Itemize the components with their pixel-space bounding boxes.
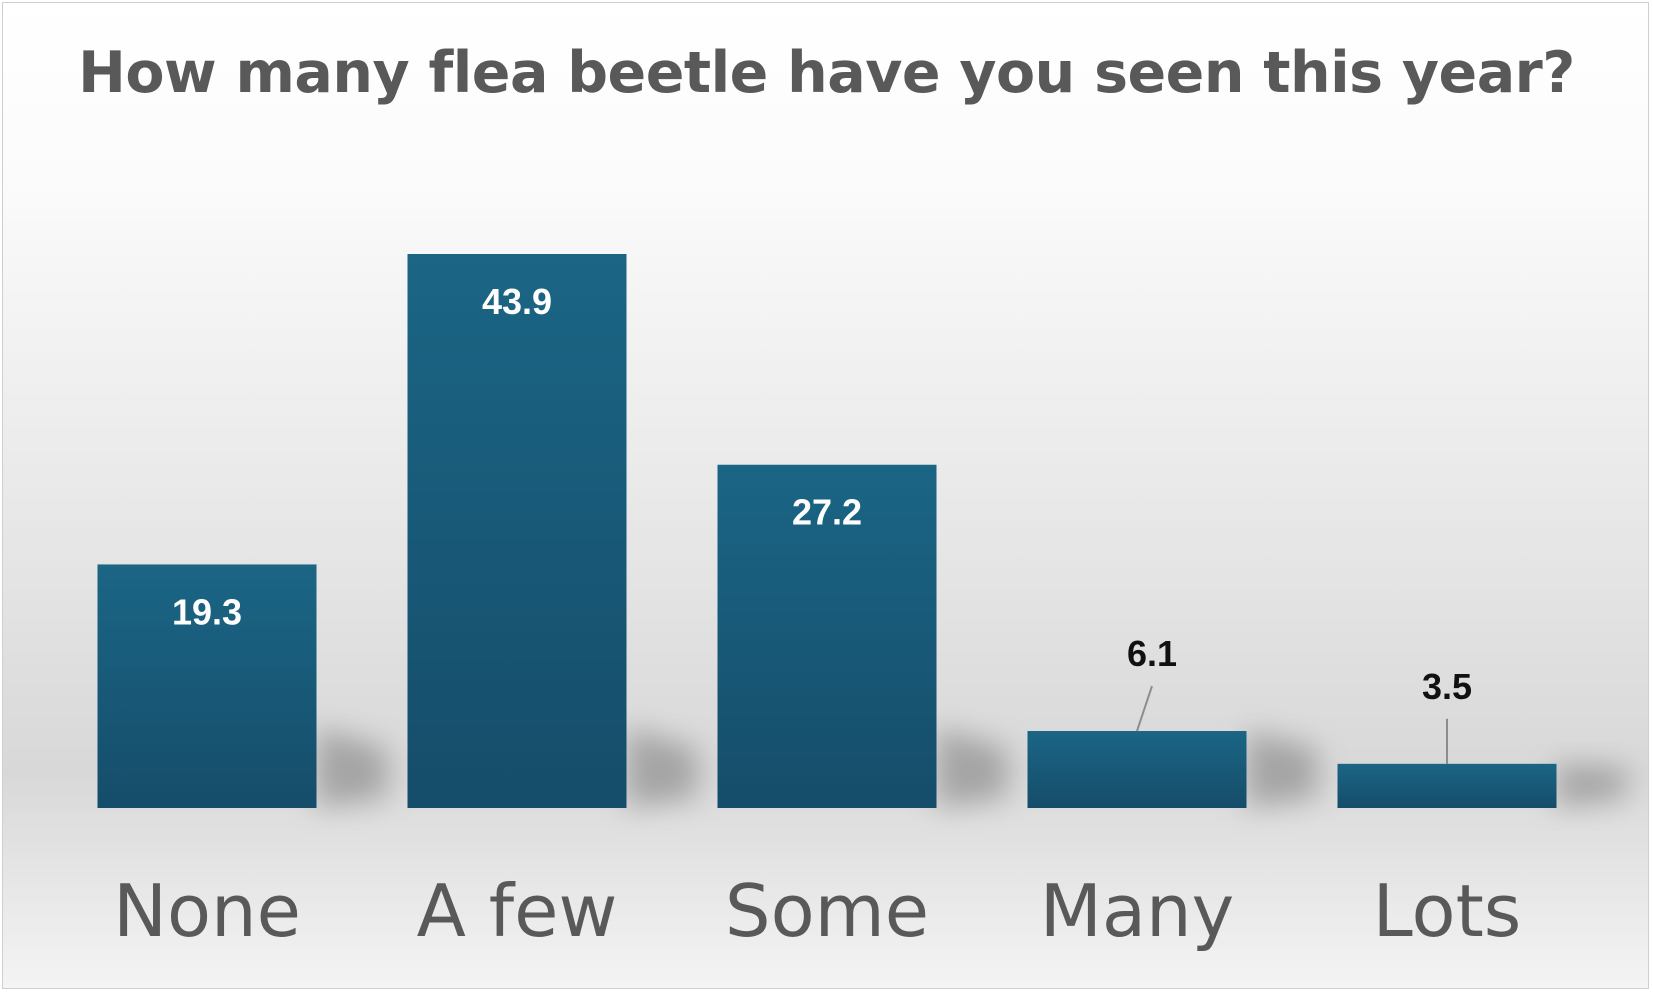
category-labels: None A few Some Many Lots xyxy=(113,869,1521,953)
bar-a-few xyxy=(407,254,627,808)
bar-shadows xyxy=(316,728,1627,808)
bar-some xyxy=(717,464,937,808)
bar-shadow-some xyxy=(936,728,1007,808)
bar-shadow-a-few xyxy=(626,728,697,808)
bar-none xyxy=(97,564,317,808)
value-label-some: 27.2 xyxy=(792,492,862,533)
value-label-lots: 3.5 xyxy=(1422,666,1472,707)
bar-shadow-none xyxy=(316,728,387,808)
bars-group xyxy=(97,254,1557,808)
bar-lots xyxy=(1337,763,1557,808)
category-label-none: None xyxy=(113,869,301,953)
leader-line-many xyxy=(1136,685,1153,732)
value-label-none: 19.3 xyxy=(172,591,242,632)
value-labels: 19.3 43.9 27.2 6.1 3.5 xyxy=(172,281,1472,707)
bar-shadow-lots xyxy=(1556,763,1627,808)
category-label-a-few: A few xyxy=(417,869,618,953)
category-label-many: Many xyxy=(1040,869,1234,953)
chart-title: How many flea beetle have you seen this … xyxy=(78,40,1575,106)
category-label-some: Some xyxy=(725,869,929,953)
value-label-a-few: 43.9 xyxy=(482,281,552,322)
leader-lines xyxy=(1136,685,1448,764)
bar-shadow-many xyxy=(1246,731,1317,808)
bar-many xyxy=(1027,731,1247,808)
category-label-lots: Lots xyxy=(1373,869,1522,953)
value-label-many: 6.1 xyxy=(1127,633,1177,674)
